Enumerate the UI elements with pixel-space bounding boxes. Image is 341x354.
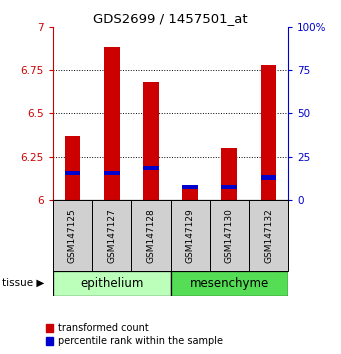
Bar [261, 175, 276, 179]
Text: epithelium: epithelium [80, 277, 143, 290]
Text: GSM147130: GSM147130 [225, 208, 234, 263]
FancyBboxPatch shape [131, 200, 170, 271]
FancyBboxPatch shape [92, 200, 131, 271]
Text: GSM147132: GSM147132 [264, 208, 273, 263]
Text: GSM147127: GSM147127 [107, 208, 116, 263]
FancyBboxPatch shape [249, 200, 288, 271]
Bar [64, 171, 80, 175]
Bar [222, 185, 237, 189]
FancyBboxPatch shape [210, 200, 249, 271]
Bar [104, 171, 119, 175]
FancyBboxPatch shape [170, 200, 210, 271]
Bar [64, 136, 80, 200]
FancyBboxPatch shape [170, 271, 288, 296]
Text: mesenchyme: mesenchyme [190, 277, 269, 290]
Bar [182, 185, 198, 189]
FancyBboxPatch shape [53, 200, 92, 271]
Bar [182, 188, 198, 200]
Text: GSM147128: GSM147128 [146, 208, 155, 263]
Text: GSM147125: GSM147125 [68, 208, 77, 263]
Bar [143, 82, 159, 200]
Text: GSM147129: GSM147129 [186, 208, 195, 263]
Bar [104, 47, 119, 200]
Bar [143, 166, 159, 170]
Text: tissue ▶: tissue ▶ [2, 278, 44, 288]
Bar [261, 65, 276, 200]
Bar [222, 148, 237, 200]
Legend: transformed count, percentile rank within the sample: transformed count, percentile rank withi… [46, 324, 223, 347]
FancyBboxPatch shape [53, 271, 170, 296]
Title: GDS2699 / 1457501_at: GDS2699 / 1457501_at [93, 12, 248, 25]
